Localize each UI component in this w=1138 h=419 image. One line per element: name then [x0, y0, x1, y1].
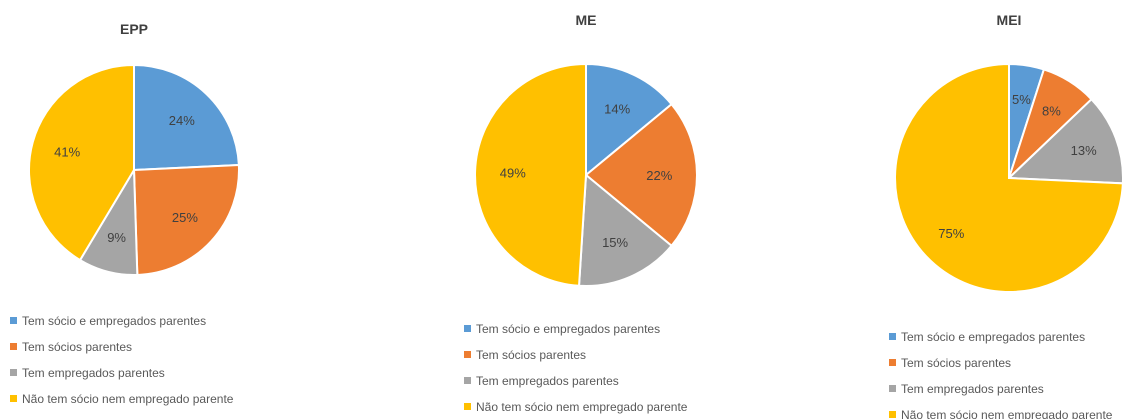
legend-label-mei-tem-socio-e-empregados-parentes: Tem sócio e empregados parentes: [901, 330, 1085, 344]
data-label-mei-tem-socio-e-empregados-parentes: 5%: [1012, 92, 1031, 107]
legend-swatch-me-tem-empregados-parentes: [464, 377, 471, 384]
pie-slice-me-tem-socio-e-empregados-parentes: [585, 62, 673, 178]
pie-slice-epp-tem-socio-e-empregados-parentes: [133, 63, 240, 172]
data-label-mei-tem-empregados-parentes: 13%: [1071, 143, 1097, 158]
legend-swatch-epp-tem-socio-e-empregados-parentes: [10, 317, 17, 324]
legend-epp: Tem sócio e empregados parentes Tem sócio…: [10, 314, 234, 406]
legend-swatch-me-nao-tem-socio-nem-empregado-parente: [464, 403, 471, 410]
data-label-epp-tem-socios-parentes: 25%: [172, 210, 198, 225]
pie-labels-mei: 5% 8% 13% 75%: [938, 92, 1097, 241]
legend-label-me-nao-tem-socio-nem-empregado-parente: Não tem sócio nem empregado parente: [476, 400, 688, 414]
chart-title-me: ME: [576, 12, 597, 28]
legend-swatch-epp-tem-socios-parentes: [10, 343, 17, 350]
pie-slice-me-tem-empregados-parentes: [577, 172, 673, 287]
data-label-mei-nao-tem-socio-nem-empregado-parente: 75%: [938, 226, 964, 241]
legend-label-epp-tem-empregados-parentes: Tem empregados parentes: [22, 366, 165, 380]
pie-slice-mei-tem-empregados-parentes: [1006, 97, 1124, 185]
pie-slices-mei: [894, 62, 1124, 293]
pie-slice-mei-nao-tem-socio-nem-empregado-parente: [894, 62, 1124, 293]
data-label-me-tem-socios-parentes: 22%: [646, 168, 672, 183]
legend-label-epp-tem-socios-parentes: Tem sócios parentes: [22, 340, 132, 354]
pie-slice-me-tem-socios-parentes: [584, 102, 698, 248]
data-label-me-tem-empregados-parentes: 15%: [602, 235, 628, 250]
legend-swatch-me-tem-socio-e-empregados-parentes: [464, 325, 471, 332]
pie-slices-epp: [28, 63, 240, 276]
legend-swatch-me-tem-socios-parentes: [464, 351, 471, 358]
data-label-epp-tem-empregados-parentes: 9%: [107, 230, 126, 245]
legend-label-epp-nao-tem-socio-nem-empregado-parente: Não tem sócio nem empregado parente: [22, 392, 234, 406]
data-label-mei-tem-socios-parentes: 8%: [1042, 103, 1061, 118]
pie-chart-mei: MEI 5% 8% 13% 75% Tem sócio e empregados pa…: [889, 12, 1124, 419]
chart-title-epp: EPP: [120, 21, 148, 37]
legend-me: Tem sócio e empregados parentes Tem sócio…: [464, 322, 688, 414]
legend-label-me-tem-socio-e-empregados-parentes: Tem sócio e empregados parentes: [476, 322, 660, 336]
data-label-me-tem-socio-e-empregados-parentes: 14%: [604, 102, 630, 117]
pie-labels-epp: 24% 25% 9% 41%: [54, 113, 198, 245]
legend-label-me-tem-socios-parentes: Tem sócios parentes: [476, 348, 586, 362]
legend-mei: Tem sócio e empregados parentes Tem sócio…: [889, 330, 1113, 419]
legend-label-mei-tem-socios-parentes: Tem sócios parentes: [901, 356, 1011, 370]
data-label-me-nao-tem-socio-nem-empregado-parente: 49%: [500, 166, 526, 181]
chart-title-mei: MEI: [997, 12, 1022, 28]
pie-slice-me-nao-tem-socio-nem-empregado-parente: [474, 62, 587, 287]
legend-label-mei-tem-empregados-parentes: Tem empregados parentes: [901, 382, 1044, 396]
legend-swatch-mei-tem-socio-e-empregados-parentes: [889, 333, 896, 340]
pie-chart-me: ME 14% 22% 15% 49% Tem sócio e empregados p…: [464, 12, 698, 414]
legend-swatch-mei-tem-empregados-parentes: [889, 385, 896, 392]
pie-slice-epp-tem-socios-parentes: [132, 163, 240, 276]
legend-label-mei-nao-tem-socio-nem-empregado-parente: Não tem sócio nem empregado parente: [901, 408, 1113, 419]
legend-swatch-epp-tem-empregados-parentes: [10, 369, 17, 376]
pie-labels-me: 14% 22% 15% 49%: [500, 102, 673, 251]
pie-slices-me: [474, 62, 698, 287]
legend-label-epp-tem-socio-e-empregados-parentes: Tem sócio e empregados parentes: [22, 314, 206, 328]
legend-label-me-tem-empregados-parentes: Tem empregados parentes: [476, 374, 619, 388]
legend-swatch-mei-nao-tem-socio-nem-empregado-parente: [889, 411, 896, 418]
data-label-epp-tem-socio-e-empregados-parentes: 24%: [169, 113, 195, 128]
data-label-epp-nao-tem-socio-nem-empregado-parente: 41%: [54, 145, 80, 160]
legend-swatch-mei-tem-socios-parentes: [889, 359, 896, 366]
pie-chart-epp: EPP 24% 25% 9% 41% Tem sócio e empregados p…: [10, 21, 240, 406]
legend-swatch-epp-nao-tem-socio-nem-empregado-parente: [10, 395, 17, 402]
pie-slice-epp-nao-tem-socio-nem-empregado-parente: [28, 63, 135, 262]
